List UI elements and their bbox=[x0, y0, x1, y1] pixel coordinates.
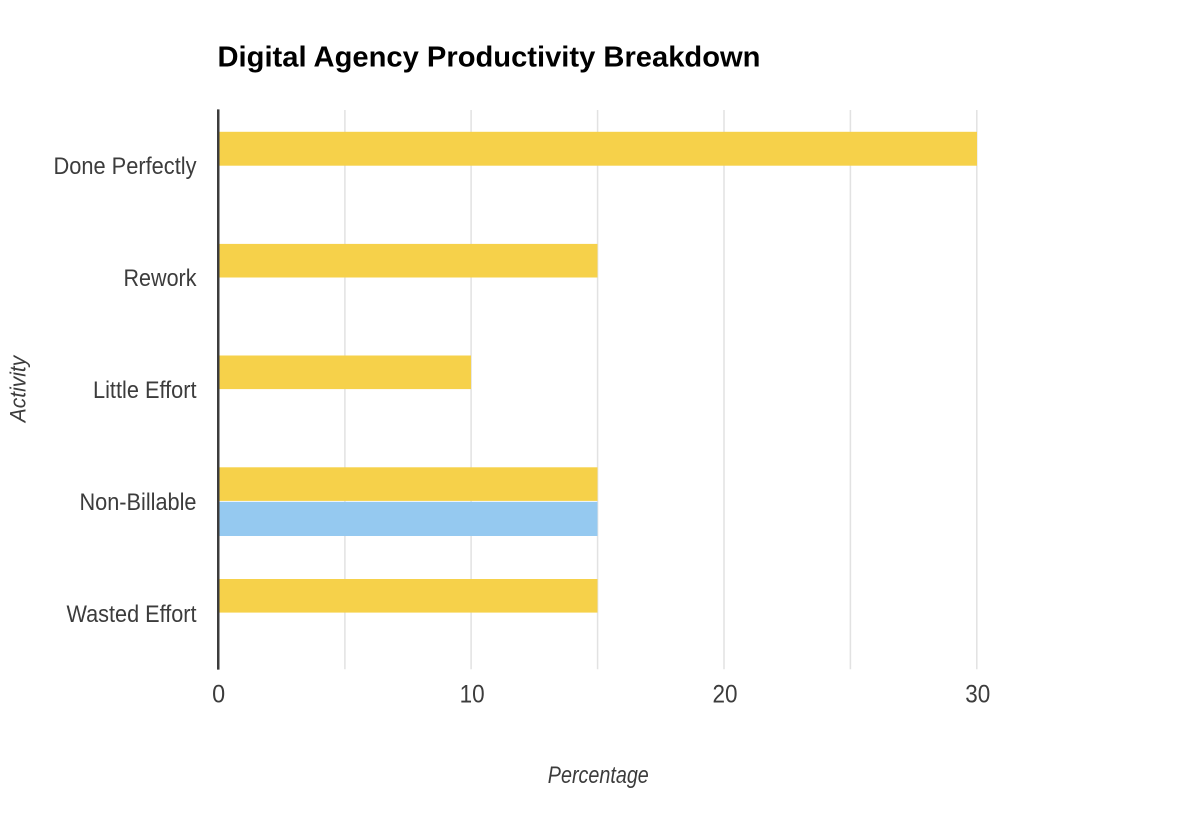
svg-text:0: 0 bbox=[212, 681, 225, 709]
svg-text:Done Perfectly: Done Perfectly bbox=[54, 153, 197, 180]
svg-text:10: 10 bbox=[460, 681, 485, 709]
svg-text:30: 30 bbox=[965, 681, 990, 709]
svg-text:20: 20 bbox=[713, 681, 738, 709]
svg-text:Percentage: Percentage bbox=[548, 762, 649, 789]
svg-text:Little Effort: Little Effort bbox=[93, 377, 197, 404]
svg-text:Non-Billable: Non-Billable bbox=[80, 489, 197, 516]
svg-text:Digital Agency Productivity Br: Digital Agency Productivity Breakdown bbox=[218, 42, 761, 74]
svg-text:Rework: Rework bbox=[124, 265, 198, 292]
svg-text:Activity: Activity bbox=[6, 354, 31, 424]
svg-text:Wasted Effort: Wasted Effort bbox=[67, 601, 197, 628]
